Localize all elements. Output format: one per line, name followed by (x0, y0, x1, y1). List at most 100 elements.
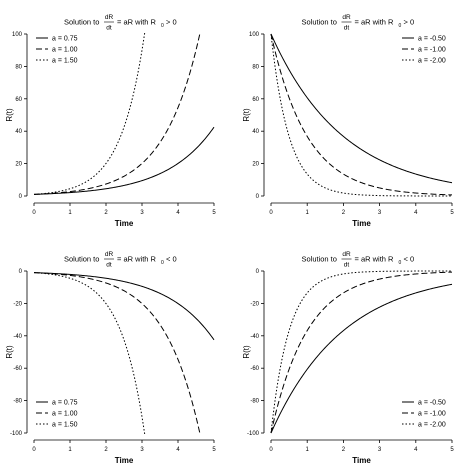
y-tick-label: -20 (13, 301, 22, 307)
title-middle: = aR with R (117, 18, 157, 27)
legend-label-3: a = -2.00 (418, 422, 446, 429)
chart-panel-1: 0 1 2 3 4 5 0 20 40 60 80 100 Time R(t) Solution to dR d… (5, 14, 216, 228)
x-tick-label: 1 (68, 447, 72, 453)
y-tick-label: 20 (15, 162, 22, 168)
title-subscript: 0 (399, 23, 402, 29)
chart-title: Solution to dR dt = aR with R 0 > 0 (302, 14, 415, 32)
chart-title: Solution to dR dt = aR with R 0 > 0 (64, 14, 177, 32)
y-tick-label: 0 (19, 269, 23, 275)
y-tick-label: 80 (252, 64, 259, 70)
x-tick-label: 0 (269, 210, 273, 216)
legend-label-1: a = 0.75 (52, 400, 78, 407)
y-tick-label: 0 (256, 269, 260, 275)
x-axis-label: Time (115, 219, 134, 228)
x-tick-label: 4 (176, 447, 180, 453)
legend-label-1: a = -0.50 (418, 400, 446, 407)
y-tick-label: 60 (252, 97, 259, 103)
y-tick-label: 100 (249, 32, 260, 38)
x-tick-label: 4 (414, 210, 418, 216)
y-tick-label: -100 (10, 431, 23, 437)
chart-panel-2: 0 1 2 3 4 5 0 20 40 60 80 100 Time R(t) Solution to dR d… (242, 14, 454, 228)
chart-panel-4: 0 1 2 3 4 5 -100 -80 -60 -40 -20 0 Time R(t) Solution … (242, 251, 454, 465)
title-middle: = aR with R (117, 255, 157, 264)
y-tick-label: 40 (252, 129, 259, 135)
legend: a = 0.75 a = 1.00 a = 1.50 (36, 400, 78, 429)
title-prefix: Solution to (64, 255, 99, 264)
series-line-1 (270, 33, 453, 184)
x-tick-label: 1 (306, 447, 310, 453)
y-tick-label: -20 (250, 301, 259, 307)
title-subscript: 0 (161, 260, 164, 266)
y-tick-label: 20 (252, 162, 259, 168)
x-tick-label: 3 (378, 210, 382, 216)
title-suffix: > 0 (166, 18, 177, 27)
x-tick-label: 0 (269, 447, 273, 453)
y-axis-label: R(t) (5, 345, 14, 359)
series-lines (33, 32, 215, 195)
chart-title: Solution to dR dt = aR with R 0 < 0 (302, 251, 415, 269)
legend-label-2: a = 1.00 (52, 411, 78, 418)
legend-label-1: a = -0.50 (418, 36, 446, 43)
y-tick-label: 0 (19, 194, 23, 200)
y-tick-label: 0 (256, 194, 260, 200)
title-fraction-denominator: dt (344, 25, 350, 32)
y-tick-label: 100 (12, 32, 23, 38)
chart-title: Solution to dR dt = aR with R 0 < 0 (64, 251, 177, 269)
legend-label-3: a = -2.00 (418, 58, 446, 65)
series-line-2 (270, 271, 453, 434)
x-tick-label: 2 (342, 447, 346, 453)
title-prefix: Solution to (302, 255, 337, 264)
chart-panel-3: 0 1 2 3 4 5 -100 -80 -60 -40 -20 0 Time R(t) Solution … (5, 251, 216, 465)
legend-label-2: a = 1.00 (52, 47, 78, 54)
series-line-1 (33, 272, 215, 341)
x-axis-label: Time (352, 219, 371, 228)
series-lines (270, 270, 453, 434)
title-fraction-denominator: dt (344, 262, 350, 269)
series-line-1 (270, 283, 453, 434)
series-line-1 (33, 126, 215, 195)
series-line-3 (33, 272, 146, 435)
legend-label-3: a = 1.50 (52, 422, 78, 429)
title-subscript: 0 (161, 23, 164, 29)
series-line-3 (270, 33, 452, 197)
y-tick-label: 60 (15, 97, 22, 103)
x-tick-label: 3 (140, 447, 144, 453)
x-tick-label: 0 (32, 210, 36, 216)
title-suffix: < 0 (404, 255, 415, 264)
series-line-2 (33, 32, 201, 195)
y-tick-label: -100 (247, 431, 260, 437)
title-fraction-numerator: dR (105, 251, 114, 258)
series-line-3 (270, 270, 452, 434)
title-suffix: < 0 (166, 255, 177, 264)
y-tick-label: -40 (250, 334, 259, 340)
x-tick-label: 2 (342, 210, 346, 216)
x-tick-label: 3 (140, 210, 144, 216)
y-tick-label: -80 (250, 399, 259, 405)
title-prefix: Solution to (302, 18, 337, 27)
x-tick-label: 4 (176, 210, 180, 216)
title-fraction-numerator: dR (342, 14, 351, 21)
y-tick-label: -60 (250, 366, 259, 372)
legend: a = -0.50 a = -1.00 a = -2.00 (402, 400, 446, 429)
x-tick-label: 2 (104, 210, 108, 216)
title-prefix: Solution to (64, 18, 99, 27)
x-tick-label: 0 (32, 447, 36, 453)
x-tick-label: 1 (306, 210, 310, 216)
title-fraction-numerator: dR (105, 14, 114, 21)
y-tick-label: 40 (15, 129, 22, 135)
x-tick-label: 4 (414, 447, 418, 453)
series-lines (33, 272, 215, 435)
title-middle: = aR with R (355, 255, 395, 264)
y-tick-label: -40 (13, 334, 22, 340)
x-tick-label: 5 (212, 447, 216, 453)
title-subscript: 0 (399, 260, 402, 266)
x-axis-label: Time (352, 456, 371, 465)
series-lines (270, 33, 453, 197)
title-middle: = aR with R (355, 18, 395, 27)
title-fraction-denominator: dt (106, 25, 112, 32)
title-fraction-numerator: dR (342, 251, 351, 258)
x-tick-label: 5 (450, 447, 454, 453)
y-axis-label: R(t) (242, 108, 251, 122)
x-tick-label: 1 (68, 210, 72, 216)
y-tick-label: -60 (13, 366, 22, 372)
